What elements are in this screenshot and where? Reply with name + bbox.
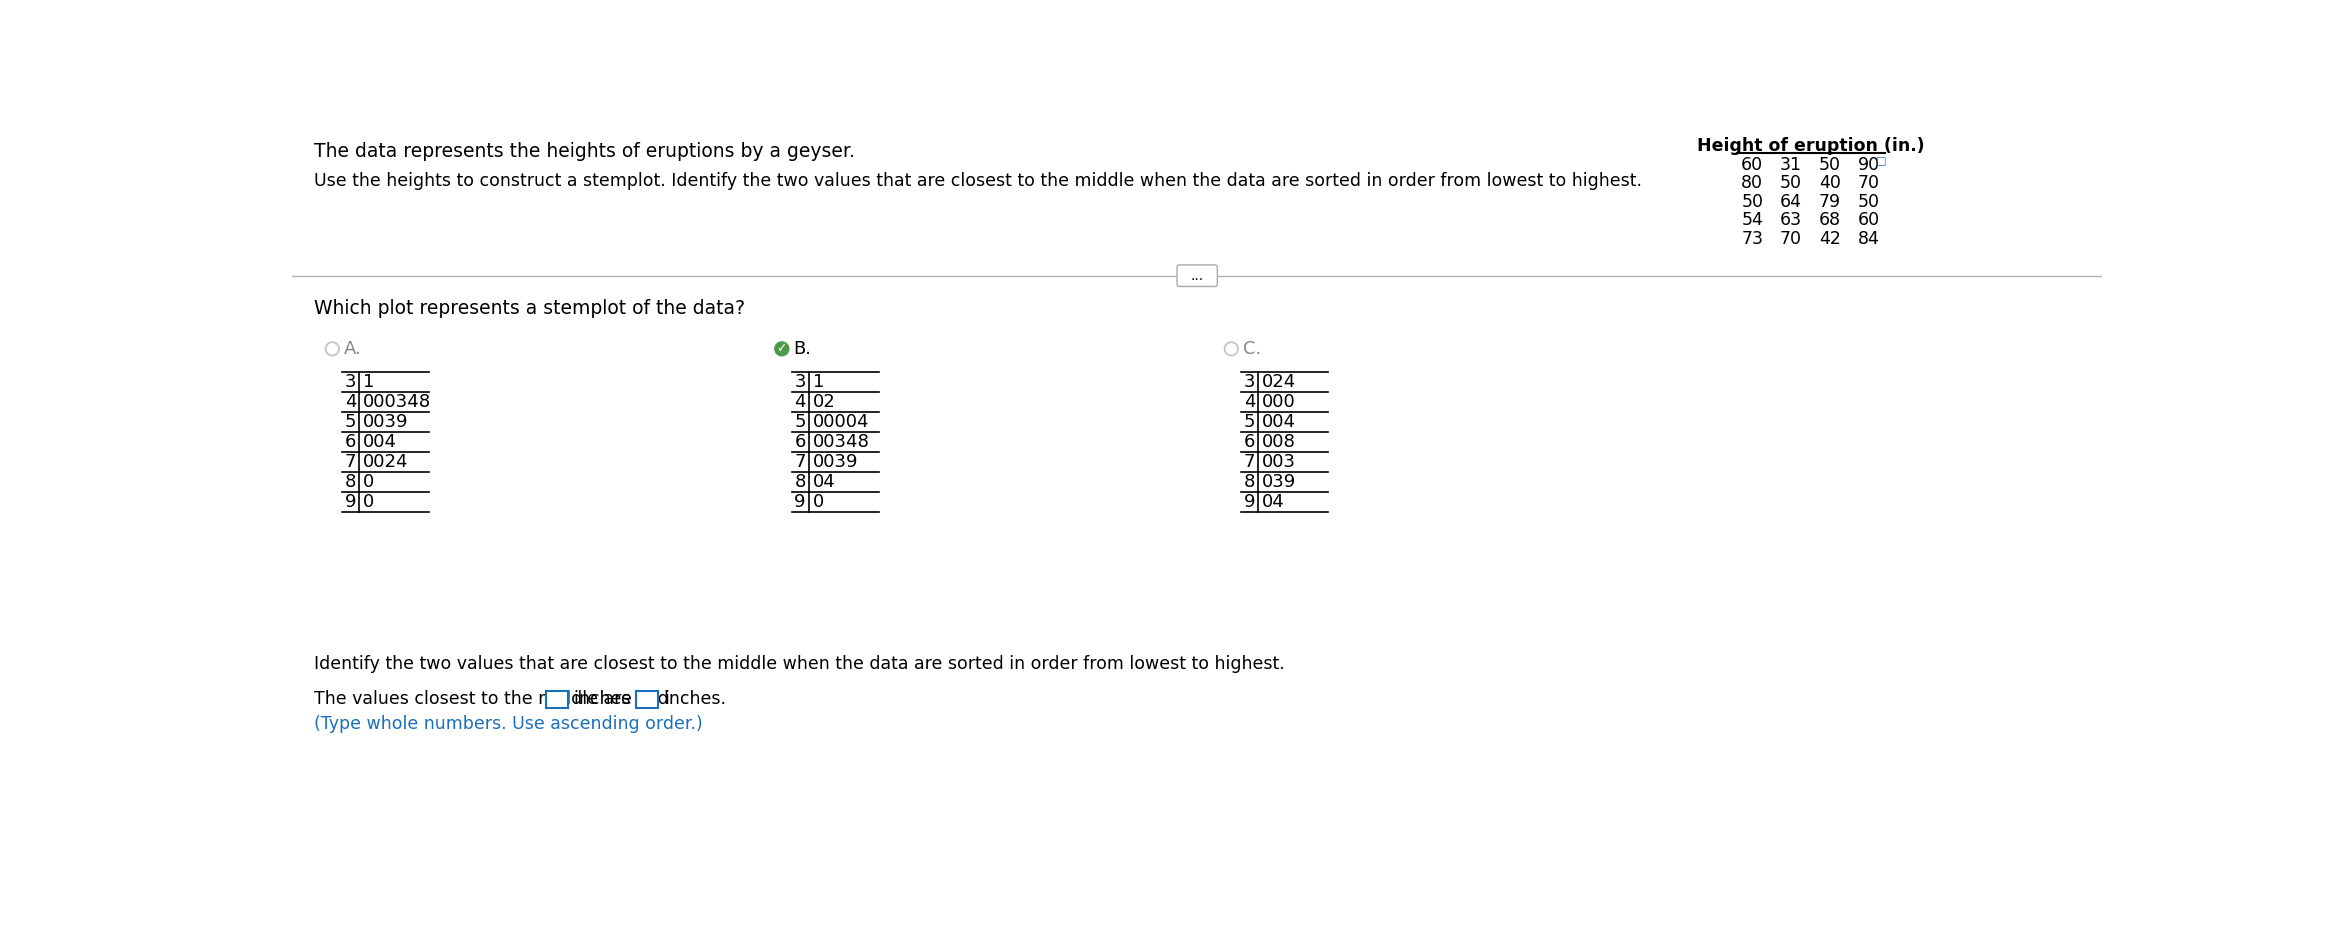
Text: 000348: 000348 <box>364 393 432 411</box>
Text: 8: 8 <box>794 473 806 491</box>
Text: 70: 70 <box>1857 174 1880 192</box>
Text: 024: 024 <box>1261 373 1296 391</box>
Text: 70: 70 <box>1780 230 1801 248</box>
Text: 02: 02 <box>813 393 836 411</box>
Text: 50: 50 <box>1780 174 1801 192</box>
Text: Use the heights to construct a stemplot. Identify the two values that are closes: Use the heights to construct a stemplot.… <box>313 172 1642 190</box>
Text: 4: 4 <box>346 393 357 411</box>
Text: 50: 50 <box>1857 193 1880 211</box>
Text: 0: 0 <box>364 493 374 511</box>
Text: C.: C. <box>1243 340 1261 358</box>
Text: 9: 9 <box>794 493 806 511</box>
Text: 84: 84 <box>1857 230 1880 248</box>
Text: B.: B. <box>794 340 811 358</box>
Text: 3: 3 <box>346 373 357 391</box>
Text: 1: 1 <box>813 373 825 391</box>
Text: 039: 039 <box>1261 473 1296 491</box>
Circle shape <box>1226 344 1236 353</box>
Text: 5: 5 <box>1243 413 1254 431</box>
Text: inches and: inches and <box>575 690 668 708</box>
Text: 0: 0 <box>813 493 825 511</box>
Text: Height of eruption (in.): Height of eruption (in.) <box>1698 137 1925 155</box>
Text: 50: 50 <box>1820 156 1841 174</box>
Text: 3: 3 <box>1243 373 1254 391</box>
Text: 6: 6 <box>1245 433 1254 451</box>
Text: 04: 04 <box>1261 493 1285 511</box>
Text: 7: 7 <box>794 453 806 471</box>
Text: 79: 79 <box>1820 193 1841 211</box>
Text: Identify the two values that are closest to the middle when the data are sorted : Identify the two values that are closest… <box>313 655 1285 673</box>
Text: 0039: 0039 <box>813 453 857 471</box>
Text: 6: 6 <box>346 433 357 451</box>
Text: 64: 64 <box>1780 193 1801 211</box>
Text: 9: 9 <box>1243 493 1254 511</box>
Text: 8: 8 <box>346 473 357 491</box>
FancyBboxPatch shape <box>547 691 568 708</box>
Circle shape <box>776 342 790 356</box>
Text: 90: 90 <box>1857 156 1880 174</box>
Text: 68: 68 <box>1820 211 1841 229</box>
Text: 7: 7 <box>346 453 357 471</box>
Circle shape <box>325 342 339 356</box>
Text: 0024: 0024 <box>364 453 409 471</box>
Text: 004: 004 <box>364 433 397 451</box>
Text: 1: 1 <box>364 373 374 391</box>
Text: 31: 31 <box>1780 156 1801 174</box>
Text: 5: 5 <box>346 413 357 431</box>
Text: 42: 42 <box>1820 230 1841 248</box>
Circle shape <box>327 344 336 353</box>
Text: 73: 73 <box>1740 230 1764 248</box>
Text: The values closest to the middle are: The values closest to the middle are <box>313 690 631 708</box>
Text: The data represents the heights of eruptions by a geyser.: The data represents the heights of erupt… <box>313 142 855 162</box>
Text: 004: 004 <box>1261 413 1296 431</box>
Text: inches.: inches. <box>663 690 726 708</box>
Circle shape <box>1224 342 1238 356</box>
Text: 60: 60 <box>1857 211 1880 229</box>
Text: 5: 5 <box>794 413 806 431</box>
Text: 000: 000 <box>1261 393 1296 411</box>
Text: □: □ <box>1876 156 1887 165</box>
Text: 54: 54 <box>1740 211 1764 229</box>
Text: 6: 6 <box>794 433 806 451</box>
FancyBboxPatch shape <box>635 691 659 708</box>
Text: 40: 40 <box>1820 174 1841 192</box>
Text: 003: 003 <box>1261 453 1296 471</box>
Text: A.: A. <box>343 340 362 358</box>
Text: 00004: 00004 <box>813 413 869 431</box>
Text: 50: 50 <box>1740 193 1764 211</box>
Text: 80: 80 <box>1740 174 1764 192</box>
Text: 008: 008 <box>1261 433 1296 451</box>
FancyBboxPatch shape <box>1177 265 1217 287</box>
Text: ...: ... <box>1191 269 1203 283</box>
Text: 0039: 0039 <box>364 413 409 431</box>
Text: 00348: 00348 <box>813 433 869 451</box>
Text: 3: 3 <box>794 373 806 391</box>
Text: 9: 9 <box>346 493 357 511</box>
Text: 4: 4 <box>794 393 806 411</box>
Text: 4: 4 <box>1243 393 1254 411</box>
Text: 63: 63 <box>1780 211 1801 229</box>
Text: 60: 60 <box>1740 156 1764 174</box>
Text: ✓: ✓ <box>776 342 787 355</box>
Text: 04: 04 <box>813 473 836 491</box>
Text: 8: 8 <box>1245 473 1254 491</box>
Text: 0: 0 <box>364 473 374 491</box>
Text: (Type whole numbers. Use ascending order.): (Type whole numbers. Use ascending order… <box>313 714 703 732</box>
Text: 7: 7 <box>1243 453 1254 471</box>
Text: Which plot represents a stemplot of the data?: Which plot represents a stemplot of the … <box>313 299 745 318</box>
